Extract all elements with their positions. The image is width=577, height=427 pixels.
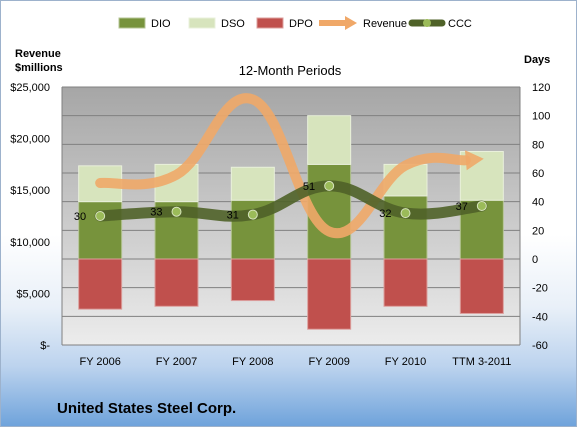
bar-dpo-3 xyxy=(307,258,352,330)
legend-label-dso: DSO xyxy=(221,18,245,30)
right-tick-9: 120 xyxy=(532,82,550,94)
legend-swatch-dio xyxy=(118,17,146,29)
right-tick-1: -40 xyxy=(532,311,548,323)
right-axis-title: Days xyxy=(524,54,550,66)
x-tick-0: FY 2006 xyxy=(79,356,120,368)
right-tick-5: 40 xyxy=(532,197,544,209)
x-tick-5: TTM 3-2011 xyxy=(452,356,511,368)
legend-arrow-revenue xyxy=(345,16,357,30)
legend-marker-ccc xyxy=(423,19,431,27)
ccc-point-1 xyxy=(171,206,182,217)
legend-label-dio: DIO xyxy=(151,18,171,30)
revenue-arrowhead xyxy=(464,150,484,171)
legend-swatch-dso xyxy=(188,17,216,29)
left-tick-1: $5,000 xyxy=(16,288,50,300)
right-tick-3: 0 xyxy=(532,254,538,266)
right-tick-0: -60 xyxy=(532,340,548,352)
ccc-label-4: 32 xyxy=(379,208,391,220)
bar-dso-2 xyxy=(230,166,275,201)
chart-title: 12-Month Periods xyxy=(239,63,342,78)
axes: $- $5,000 $10,000 $15,000 $20,000 $25,000 -60 -… xyxy=(10,82,550,368)
bar-dpo-0 xyxy=(78,258,123,310)
x-tick-1: FY 2007 xyxy=(156,356,197,368)
left-axis-title-line1: Revenue xyxy=(15,48,61,60)
left-tick-5: $25,000 xyxy=(10,82,50,94)
left-tick-4: $20,000 xyxy=(10,134,50,146)
x-tick-4: FY 2010 xyxy=(385,356,426,368)
right-tick-2: -20 xyxy=(532,283,548,295)
ccc-point-3 xyxy=(324,180,335,191)
bar-dpo-2 xyxy=(230,258,275,302)
legend-label-revenue: Revenue xyxy=(363,18,407,30)
ccc-point-2 xyxy=(247,209,258,220)
left-tick-2: $10,000 xyxy=(10,237,50,249)
ccc-label-1: 33 xyxy=(150,207,162,219)
legend-label-ccc: CCC xyxy=(448,18,472,30)
company-name: United States Steel Corp. xyxy=(57,400,237,417)
ccc-point-5 xyxy=(476,200,487,211)
right-tick-4: 20 xyxy=(532,225,544,237)
lines xyxy=(94,93,488,239)
bar-dpo-5 xyxy=(459,258,504,314)
ccc-point-0 xyxy=(95,211,106,221)
bar-dpo-4 xyxy=(383,258,428,307)
right-tick-6: 60 xyxy=(532,168,544,180)
left-tick-3: $15,000 xyxy=(10,185,50,197)
bar-dso-3 xyxy=(307,115,352,165)
ccc-point-4 xyxy=(400,208,411,219)
ccc-label-3: 51 xyxy=(303,181,315,193)
left-axis-title-line2: $millions xyxy=(15,62,63,74)
legend: DIO DSO DPO Revenue CCC xyxy=(118,16,472,30)
x-tick-2: FY 2008 xyxy=(232,356,273,368)
right-tick-7: 80 xyxy=(532,139,544,151)
legend-swatch-dpo xyxy=(256,17,284,29)
bar-dpo-1 xyxy=(154,258,199,307)
ccc-line xyxy=(94,180,488,222)
legend-label-dpo: DPO xyxy=(289,18,313,30)
ccc-label-0: 30 xyxy=(74,211,86,223)
right-tick-8: 100 xyxy=(532,111,550,123)
ccc-label-2: 31 xyxy=(227,210,239,222)
revenue-line xyxy=(95,93,471,239)
ccc-label-5: 37 xyxy=(456,201,468,213)
left-tick-0: $- xyxy=(40,340,50,352)
x-tick-3: FY 2009 xyxy=(308,356,349,368)
data-labels: 30 33 31 51 32 37 xyxy=(74,181,468,223)
